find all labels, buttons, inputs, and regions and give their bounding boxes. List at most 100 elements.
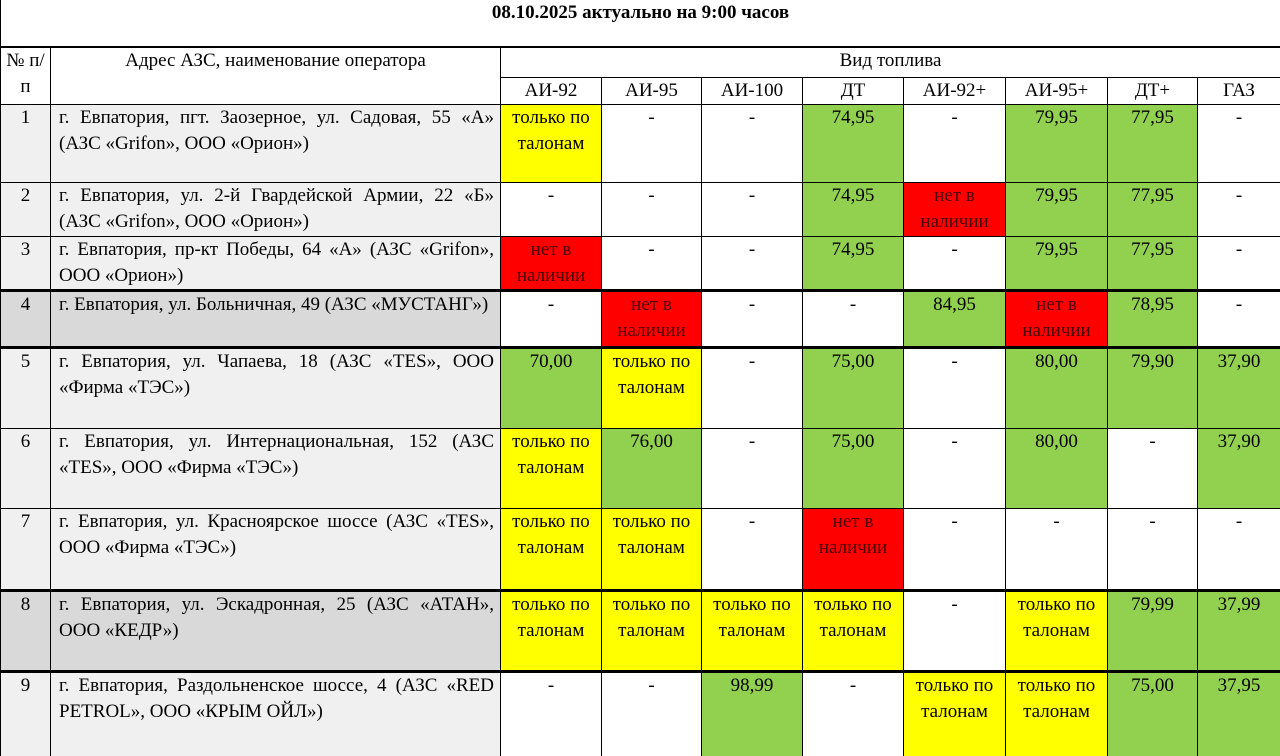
row: 4 г. Евпатория, ул. Больничная, 49 (АЗС «…: [0, 289, 1280, 349]
price-cell: 77,95: [1107, 104, 1198, 183]
price-cell: 74,95: [802, 236, 904, 291]
price-cell: только по талонам: [500, 589, 602, 673]
price-cell: -: [903, 347, 1006, 429]
price-cell: 70,00: [500, 347, 602, 429]
price-cell: -: [601, 104, 702, 183]
price-cell: -: [601, 182, 702, 237]
price-cell: только по талонам: [601, 589, 702, 673]
price-cell: -: [802, 289, 904, 349]
price-cell: 37,99: [1196, 589, 1280, 673]
price-cell: 80,00: [1005, 347, 1108, 429]
address: г. Евпатория, ул. Красноярское шоссе (АЗ…: [50, 508, 501, 591]
address: г. Евпатория, пр-кт Победы, 64 «А» (АЗС …: [50, 236, 501, 291]
price-cell: 76,00: [601, 428, 702, 509]
price-cell: только по талонам: [601, 347, 702, 429]
price-cell: 79,95: [1005, 182, 1108, 237]
price-cell: -: [701, 182, 803, 237]
fuel-header: ГАЗ: [1196, 77, 1280, 105]
price-cell: -: [903, 428, 1006, 509]
price-cell: только по талонам: [500, 428, 602, 509]
price-cell: -: [701, 428, 803, 509]
fuel-table: № п/п Адрес АЗС, наименование оператора Ви…: [0, 47, 1280, 756]
row-number: 4: [0, 289, 51, 349]
price-cell: -: [701, 508, 803, 591]
price-cell: только по талонам: [500, 104, 602, 183]
row: 2 г. Евпатория, ул. 2-й Гвардейской Армии…: [0, 182, 1280, 237]
price-cell: -: [701, 104, 803, 183]
price-cell: -: [500, 289, 602, 349]
fuel-group-header: Вид топлива: [499, 47, 1280, 78]
price-cell: -: [1196, 508, 1280, 591]
price-cell: -: [903, 508, 1006, 591]
price-cell: -: [903, 104, 1006, 183]
price-cell: 37,90: [1196, 428, 1280, 509]
row-number: 8: [0, 589, 51, 673]
price-cell: -: [601, 236, 702, 291]
row: 5 г. Евпатория, ул. Чапаева, 18 (АЗС «TES…: [0, 347, 1280, 429]
price-cell: -: [1196, 104, 1280, 183]
price-cell: только по талонам: [1005, 671, 1108, 756]
price-cell: только по талонам: [500, 508, 602, 591]
price-cell: 79,95: [1005, 236, 1108, 291]
address-header: Адрес АЗС, наименование оператора: [50, 47, 501, 105]
price-cell: 74,95: [802, 182, 904, 237]
price-cell: только по талонам: [701, 589, 803, 673]
price-cell: 77,95: [1107, 236, 1198, 291]
fuel-header: АИ-100: [701, 77, 803, 105]
address: г. Евпатория, ул. 2-й Гвардейской Армии,…: [50, 182, 501, 237]
price-cell: -: [903, 589, 1006, 673]
price-cell: только по талонам: [802, 589, 904, 673]
price-cell: 75,00: [802, 347, 904, 429]
row-number: 1: [0, 104, 51, 183]
price-cell: -: [802, 671, 904, 756]
title: 08.10.2025 актуально на 9:00 часов: [0, 0, 1280, 47]
fuel-header: ДТ+: [1107, 77, 1198, 105]
price-cell: 84,95: [903, 289, 1006, 349]
price-cell: 78,95: [1107, 289, 1198, 349]
fuel-header: АИ-95+: [1005, 77, 1108, 105]
row-number: 7: [0, 508, 51, 591]
price-cell: -: [1196, 289, 1280, 349]
fuel-header: АИ-92: [500, 77, 602, 105]
address: г. Евпатория, ул. Эскадронная, 25 (АЗС «…: [50, 589, 501, 673]
number-header: № п/п: [0, 47, 51, 105]
price-cell: -: [1005, 508, 1108, 591]
price-cell: -: [701, 289, 803, 349]
price-cell: -: [500, 182, 602, 237]
address: г. Евпатория, ул. Интернациональная, 152…: [50, 428, 501, 509]
row-number: 9: [0, 671, 51, 756]
fuel-header: АИ-92+: [903, 77, 1006, 105]
row: 7 г. Евпатория, ул. Красноярское шоссе (А…: [0, 508, 1280, 591]
price-cell: -: [1107, 428, 1198, 509]
price-cell: -: [601, 671, 702, 756]
price-cell: -: [1107, 508, 1198, 591]
fuel-header: ДТ: [802, 77, 904, 105]
price-cell: 37,95: [1196, 671, 1280, 756]
row: 8 г. Евпатория, ул. Эскадронная, 25 (АЗС …: [0, 589, 1280, 673]
price-cell: 75,00: [1107, 671, 1198, 756]
row-number: 5: [0, 347, 51, 429]
price-cell: -: [701, 236, 803, 291]
row: 3 г. Евпатория, пр-кт Победы, 64 «А» (АЗС…: [0, 236, 1280, 291]
price-cell: 74,95: [802, 104, 904, 183]
price-cell: 79,99: [1107, 589, 1198, 673]
row: 9 г. Евпатория, Раздольненское шоссе, 4 (…: [0, 671, 1280, 756]
address: г. Евпатория, ул. Больничная, 49 (АЗС «М…: [50, 289, 501, 349]
price-cell: 80,00: [1005, 428, 1108, 509]
price-cell: нет в наличии: [802, 508, 904, 591]
row-number: 3: [0, 236, 51, 291]
price-cell: нет в наличии: [601, 289, 702, 349]
price-cell: -: [701, 347, 803, 429]
price-cell: 75,00: [802, 428, 904, 509]
price-cell: нет в наличии: [903, 182, 1006, 237]
price-cell: только по талонам: [903, 671, 1006, 756]
address: г. Евпатория, пгт. Заозерное, ул. Садова…: [50, 104, 501, 183]
price-cell: -: [903, 236, 1006, 291]
address: г. Евпатория, ул. Чапаева, 18 (АЗС «TES»…: [50, 347, 501, 429]
price-cell: только по талонам: [601, 508, 702, 591]
row-number: 6: [0, 428, 51, 509]
price-cell: -: [1196, 236, 1280, 291]
price-cell: -: [1196, 182, 1280, 237]
price-cell: нет в наличии: [500, 236, 602, 291]
